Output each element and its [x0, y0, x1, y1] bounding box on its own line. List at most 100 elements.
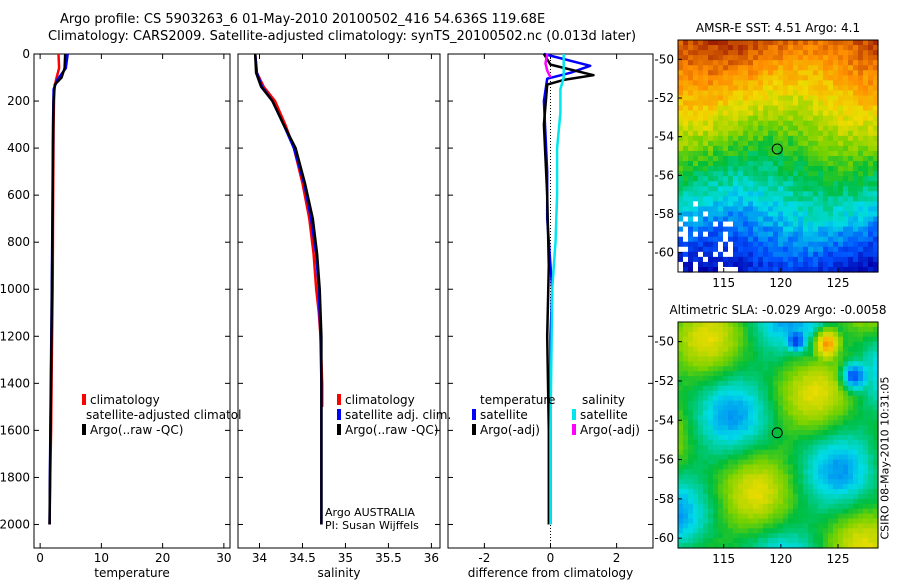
heatmap-cell	[688, 231, 694, 238]
heatmap-cell	[858, 176, 864, 182]
heatmap-cell	[833, 454, 839, 461]
heatmap-cell	[683, 256, 689, 263]
heatmap-cell	[858, 85, 864, 92]
heatmap-cell	[783, 150, 789, 157]
heatmap-cell	[778, 380, 784, 387]
heatmap-cell	[773, 45, 779, 51]
heatmap-cell	[698, 261, 704, 268]
heatmap-cell	[743, 376, 749, 382]
heatmap-cell	[858, 498, 864, 505]
heatmap-cell	[808, 390, 814, 397]
heatmap-cell	[773, 341, 779, 348]
heatmap-cell	[778, 105, 784, 112]
heatmap-cell	[808, 161, 814, 167]
heatmap-cell	[718, 211, 724, 218]
heatmap-cell	[828, 80, 834, 86]
heatmap-cell	[843, 226, 849, 233]
heatmap-cell	[873, 366, 879, 372]
heatmap-cell	[723, 191, 729, 197]
heatmap-cell	[803, 361, 809, 367]
heatmap-cell	[688, 513, 694, 520]
heatmap-cell	[738, 85, 744, 92]
heatmap-cell	[748, 251, 754, 258]
heatmap-cell	[733, 55, 739, 61]
heatmap-cell	[723, 181, 729, 187]
heatmap-cell	[768, 469, 774, 475]
heatmap-cell	[863, 390, 869, 397]
heatmap-cell	[718, 425, 724, 431]
heatmap-cell	[758, 191, 764, 197]
heatmap-cell	[818, 196, 824, 202]
heatmap-cell	[858, 156, 864, 162]
heatmap-cell	[713, 221, 719, 228]
heatmap-cell	[698, 65, 704, 71]
heatmap-cell	[753, 543, 759, 549]
heatmap-cell	[858, 256, 864, 263]
heatmap-cell	[703, 346, 709, 353]
heatmap-cell	[708, 50, 714, 56]
heatmap-cell	[768, 241, 774, 248]
heatmap-cell	[813, 115, 819, 122]
heatmap-cell	[683, 380, 689, 387]
heatmap-cell	[823, 484, 829, 490]
heatmap-cell	[808, 135, 814, 142]
heatmap-cell	[803, 176, 809, 182]
heatmap-cell	[823, 140, 829, 147]
heatmap-cell	[708, 201, 714, 208]
heatmap-cell	[788, 256, 794, 263]
heatmap-cell	[768, 256, 774, 263]
heatmap-cell	[718, 351, 724, 357]
heatmap-cell	[733, 528, 739, 534]
heatmap-cell	[838, 150, 844, 157]
heatmap-cell	[803, 206, 809, 213]
heatmap-cell	[873, 435, 879, 441]
heatmap-cell	[723, 533, 729, 539]
heatmap-cell	[838, 55, 844, 61]
heatmap-cell	[768, 40, 774, 46]
heatmap-cell	[868, 120, 874, 127]
heatmap-cell	[793, 50, 799, 56]
heatmap-cell	[838, 484, 844, 490]
heatmap-cell	[698, 346, 704, 353]
heatmap-cell	[823, 181, 829, 187]
heatmap-cell	[813, 528, 819, 534]
heatmap-cell	[793, 226, 799, 233]
heatmap-cell	[818, 390, 824, 397]
heatmap-cell	[753, 176, 759, 182]
heatmap-cell	[793, 256, 799, 263]
heatmap-cell	[838, 538, 844, 544]
heatmap-cell	[783, 376, 789, 382]
heatmap-cell	[698, 439, 704, 446]
heatmap-cell	[733, 405, 739, 412]
heatmap-cell	[708, 80, 714, 86]
heatmap-cell	[833, 528, 839, 534]
heatmap-cell	[688, 65, 694, 71]
heatmap-cell	[838, 65, 844, 71]
heatmap-cell	[848, 543, 854, 549]
heatmap-cell	[763, 459, 769, 466]
heatmap-cell	[688, 523, 694, 529]
heatmap-cell	[858, 336, 864, 343]
heatmap-cell	[813, 361, 819, 367]
heatmap-cell	[728, 523, 734, 529]
heatmap-cell	[838, 518, 844, 525]
heatmap-cell	[858, 266, 864, 273]
heatmap-cell	[713, 449, 719, 456]
heatmap-cell	[703, 201, 709, 208]
heatmap-cell	[688, 371, 694, 377]
heatmap-cell	[828, 50, 834, 56]
heatmap-cell	[798, 322, 804, 328]
heatmap-cell	[853, 498, 859, 505]
heatmap-cell	[688, 80, 694, 86]
heatmap-cell	[783, 420, 789, 426]
heatmap-cell	[803, 493, 809, 500]
difference-legend-temp-item: satellite	[472, 407, 555, 422]
heatmap-cell	[803, 346, 809, 353]
heatmap-cell	[783, 528, 789, 534]
heatmap-cell	[823, 435, 829, 441]
heatmap-cell	[708, 186, 714, 192]
heatmap-cell	[708, 405, 714, 412]
heatmap-cell	[698, 186, 704, 192]
heatmap-cell	[823, 50, 829, 56]
heatmap-cell	[798, 361, 804, 367]
